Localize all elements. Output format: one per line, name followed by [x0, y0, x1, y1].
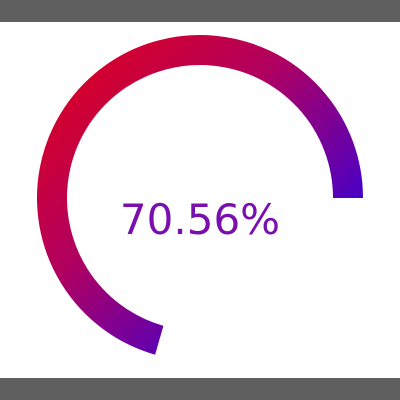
progress-ring — [37, 35, 363, 355]
circular-progress-gauge: 70.56% — [0, 22, 400, 378]
top-bar — [0, 0, 400, 22]
progress-value-label: 70.56% — [119, 195, 281, 244]
bottom-bar — [0, 378, 400, 400]
progress-arc — [37, 35, 363, 355]
